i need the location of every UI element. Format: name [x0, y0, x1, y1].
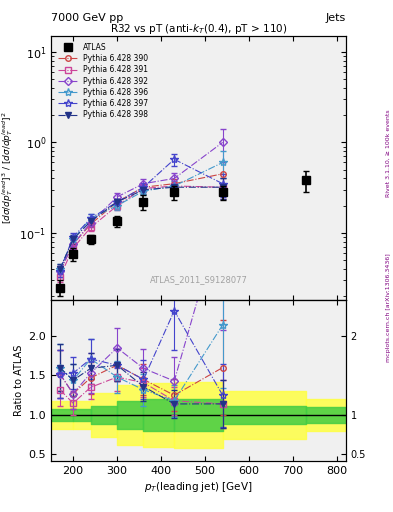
Y-axis label: $[d\sigma/dp_T^{lead}]^{3}$ / $[d\sigma/dp_T^{lead}]^{2}$: $[d\sigma/dp_T^{lead}]^{3}$ / $[d\sigma/… [0, 112, 15, 224]
Title: R32 vs pT (anti-$k_T$(0.4), pT > 110): R32 vs pT (anti-$k_T$(0.4), pT > 110) [110, 22, 287, 36]
X-axis label: $p_T$(leading jet) [GeV]: $p_T$(leading jet) [GeV] [144, 480, 253, 494]
Y-axis label: Ratio to ATLAS: Ratio to ATLAS [14, 345, 24, 416]
Legend: ATLAS, Pythia 6.428 390, Pythia 6.428 391, Pythia 6.428 392, Pythia 6.428 396, P: ATLAS, Pythia 6.428 390, Pythia 6.428 39… [55, 39, 151, 122]
Text: 7000 GeV pp: 7000 GeV pp [51, 13, 123, 23]
Text: Rivet 3.1.10, ≥ 100k events: Rivet 3.1.10, ≥ 100k events [386, 110, 391, 198]
Text: Jets: Jets [325, 13, 346, 23]
Text: ATLAS_2011_S9128077: ATLAS_2011_S9128077 [149, 275, 248, 284]
Text: mcplots.cern.ch [arXiv:1306.3436]: mcplots.cern.ch [arXiv:1306.3436] [386, 253, 391, 361]
